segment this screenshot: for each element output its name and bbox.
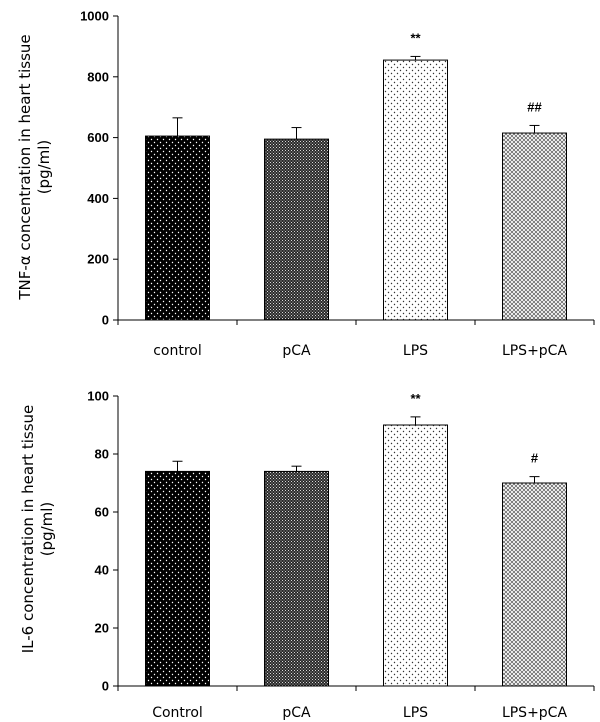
error-bar [529, 124, 540, 134]
error-bar [291, 465, 302, 472]
y-tick-label: 20 [95, 621, 109, 636]
category-label: LPS+pCA [502, 705, 568, 721]
y-tick-label: 80 [95, 447, 109, 462]
y-tick-label: 200 [87, 252, 109, 267]
y-tick-label: 0 [102, 679, 109, 694]
y-tick-label: 800 [87, 69, 109, 84]
significance-marker: ** [410, 391, 421, 406]
category-label: LPS [403, 705, 428, 721]
bar-control [145, 135, 210, 321]
error-bar [172, 460, 183, 472]
y-tick-label: 0 [102, 313, 109, 328]
category-label: Control [152, 705, 203, 721]
tnf-alpha-chart: TNF-α concentration in heart tissue (pg/… [16, 9, 595, 359]
y-tick-label: 40 [95, 563, 109, 578]
y-tick-label: 600 [87, 130, 109, 145]
bar-lps [383, 424, 448, 687]
il6-chart: IL-6 concentration in heart tissue (pg/m… [0, 370, 600, 722]
significance-marker: ** [410, 30, 421, 45]
y-tick-label: 100 [87, 389, 109, 404]
bar-control [145, 470, 210, 687]
significance-marker: # [531, 451, 539, 466]
significance-marker: ## [527, 99, 542, 114]
category-label: LPS+pCA [502, 343, 568, 359]
tnf-alpha-plot: 0 200 400 600 800 1000 control pCA ** LPS ## LPS+pC… [80, 9, 595, 359]
bar-lps-pca [502, 132, 567, 321]
error-bar [172, 117, 183, 137]
il6-plot: 0 20 40 60 80 100 Control pCA ** LPS # LPS+pCA [87, 389, 595, 721]
category-label: pCA [282, 343, 311, 359]
error-bar [410, 55, 421, 61]
bar-pca [264, 138, 329, 321]
bar-lps-pca [502, 482, 567, 687]
category-label: LPS [403, 343, 428, 359]
category-label: control [153, 343, 202, 359]
error-bar [291, 127, 302, 140]
bar-pca [264, 470, 329, 687]
y-tick-label: 400 [87, 191, 109, 206]
error-bar [410, 416, 421, 425]
y-tick-label: 60 [95, 505, 109, 520]
category-label: pCA [282, 705, 311, 721]
y-tick-label: 1000 [80, 9, 109, 24]
bar-lps [383, 59, 448, 321]
error-bar [529, 476, 540, 483]
